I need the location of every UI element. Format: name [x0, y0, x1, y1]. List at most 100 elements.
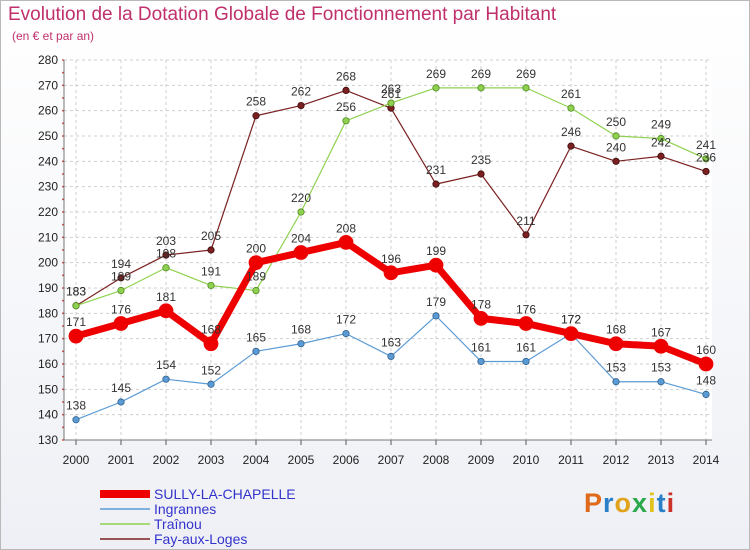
data-label: 153: [606, 361, 626, 375]
data-label: 269: [516, 67, 536, 81]
data-point: [158, 303, 174, 319]
legend-label: SULLY-LA-CHAPELLE: [154, 486, 296, 502]
data-point: [252, 286, 260, 295]
data-point: [387, 352, 395, 360]
logo-letter: t: [656, 488, 667, 518]
y-tick-label: 150: [38, 382, 58, 396]
data-point: [72, 416, 80, 424]
legend-label: Fay-aux-Loges: [154, 531, 247, 547]
y-minor-tick: [62, 185, 64, 188]
data-point: [612, 157, 620, 165]
data-point: [702, 390, 710, 398]
y-minor-tick: [62, 173, 64, 175]
data-label: 161: [471, 340, 491, 354]
data-point: [522, 357, 530, 366]
y-minor-tick: [62, 71, 64, 74]
x-tick-label: 2012: [603, 453, 630, 467]
data-point: [567, 104, 575, 112]
logo-letter: i: [648, 488, 657, 518]
x-tick-label: 2002: [153, 453, 180, 467]
x-tick-label: 2000: [63, 453, 90, 467]
data-point: [252, 112, 260, 120]
data-label: 172: [561, 313, 581, 327]
y-tick-label: 220: [38, 205, 58, 219]
y-minor-tick: [62, 375, 64, 378]
data-point: [698, 356, 714, 372]
data-label: 168: [201, 323, 221, 337]
y-minor-tick: [62, 249, 64, 251]
data-point: [207, 281, 215, 290]
x-tick-label: 2013: [648, 453, 675, 467]
data-point: [207, 380, 215, 388]
y-minor-tick: [62, 135, 64, 137]
x-tick-label: 2007: [378, 453, 405, 467]
data-label: 153: [651, 361, 671, 375]
data-label: 231: [426, 163, 446, 177]
data-point: [68, 328, 84, 344]
y-minor-tick: [62, 160, 64, 163]
y-tick-label: 240: [38, 154, 58, 168]
data-point: [473, 310, 489, 326]
data-label: 168: [606, 323, 626, 337]
data-point: [612, 132, 620, 140]
data-label: 204: [291, 232, 311, 246]
y-tick-label: 170: [38, 332, 58, 346]
data-label: 163: [381, 335, 401, 349]
data-point: [293, 245, 309, 260]
y-minor-tick: [62, 147, 64, 150]
x-tick-label: 2005: [288, 453, 315, 467]
y-minor-tick: [62, 198, 64, 201]
data-label: 256: [336, 100, 356, 114]
y-tick-label: 130: [38, 433, 58, 447]
data-label: 183: [66, 285, 86, 299]
data-point: [117, 274, 125, 282]
y-minor-tick: [62, 426, 64, 429]
data-point: [432, 180, 440, 188]
y-minor-tick: [62, 236, 64, 239]
logo-letter: P: [584, 488, 604, 518]
y-minor-tick: [62, 287, 64, 289]
data-label: 178: [471, 297, 491, 311]
data-label: 194: [111, 257, 131, 271]
data-label: 263: [381, 82, 401, 96]
data-label: 211: [516, 214, 535, 228]
data-point: [657, 378, 665, 386]
data-label: 249: [651, 118, 671, 132]
data-point: [518, 316, 534, 331]
data-label: 261: [381, 87, 401, 101]
y-tick-label: 210: [38, 230, 58, 244]
x-tick-label: 2001: [108, 453, 135, 467]
x-tick-label: 2009: [468, 453, 495, 467]
data-point: [657, 134, 665, 143]
data-point: [117, 286, 125, 295]
data-label: 154: [156, 358, 176, 372]
data-label: 203: [156, 234, 176, 248]
y-minor-tick: [62, 59, 64, 61]
x-tick-label: 2010: [513, 453, 540, 467]
y-tick-label: 180: [38, 306, 58, 320]
data-point: [162, 251, 170, 259]
data-label: 200: [246, 242, 266, 256]
data-label: 148: [696, 373, 716, 387]
data-label: 168: [291, 323, 311, 337]
data-label: 268: [336, 69, 356, 83]
data-point: [657, 152, 665, 160]
data-point: [297, 208, 305, 216]
logo-letter: r: [603, 488, 615, 518]
data-point: [567, 142, 575, 150]
data-label: 161: [516, 340, 536, 354]
y-minor-tick: [62, 363, 64, 365]
y-tick-label: 280: [38, 53, 58, 67]
x-tick-label: 2011: [558, 453, 584, 467]
y-minor-tick: [62, 211, 64, 213]
data-label: 208: [336, 221, 356, 235]
data-label: 172: [336, 313, 356, 327]
data-point: [608, 336, 624, 352]
y-minor-tick: [62, 413, 64, 416]
data-label: 172: [561, 313, 581, 327]
data-label: 205: [201, 229, 221, 243]
data-label: 250: [606, 115, 626, 129]
data-label: 179: [426, 295, 446, 309]
data-point: [72, 302, 80, 310]
data-point: [162, 264, 170, 272]
